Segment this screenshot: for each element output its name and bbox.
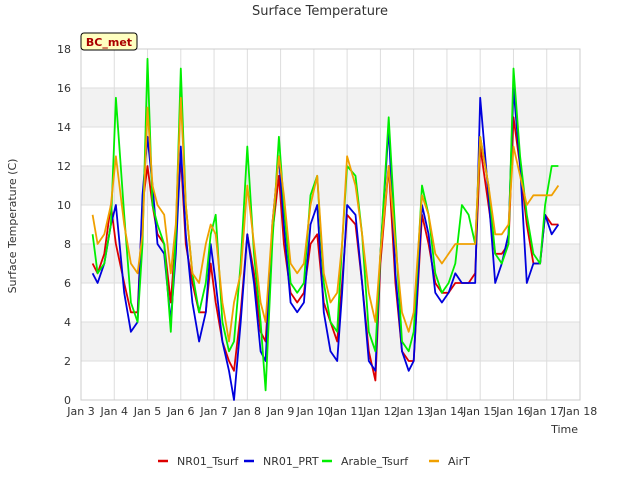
x-tick-label: Jan 15 [462,405,497,418]
y-tick-label: 18 [57,43,71,56]
x-tick-label: Jan 8 [233,405,261,418]
y-tick-label: 14 [57,121,71,134]
plot-frame [80,48,581,401]
station-badge: BC_met [80,32,138,51]
background-band [81,166,580,205]
y-tick-label: 10 [57,199,71,212]
y-tick-label: 4 [64,316,71,329]
legend: NR01_Tsurf NR01_PRT Arable_Tsurf AirT [158,455,470,468]
x-tick-label: Jan 14 [429,405,464,418]
x-tick-label: Jan 13 [395,405,430,418]
legend-item-airt: AirT [429,455,470,468]
legend-item-nr01-tsurf: NR01_Tsurf [158,455,239,468]
y-tick-label: 0 [64,394,71,407]
x-tick-label: Jan 5 [133,405,161,418]
x-axis-label: Time [550,423,578,436]
station-badge-label: BC_met [86,36,132,49]
x-tick-label: Jan 17 [529,405,564,418]
x-tick-label: Jan 9 [266,405,294,418]
y-tick-label: 2 [64,355,71,368]
x-tick-label: Jan 7 [199,405,227,418]
y-tick-label: 6 [64,277,71,290]
series-layer [91,57,560,401]
y-tick-label: 16 [57,82,71,95]
x-axis-ticks: Jan 3 Jan 4 Jan 5 Jan 6 Jan 7 Jan 8 Jan 9 Jan 1… [66,405,597,418]
legend-label: NR01_PRT [263,455,319,468]
x-tick-label: Jan 6 [166,405,194,418]
background-bands [81,88,580,361]
y-axis-ticks: 0 2 4 6 8 10 12 14 16 18 [57,43,71,407]
x-tick-label: Jan 4 [100,405,128,418]
x-tick-label: Jan 11 [329,405,364,418]
legend-item-arable-tsurf: Arable_Tsurf [322,455,409,468]
series-line-airt [91,96,560,343]
x-tick-label: Jan 3 [66,405,94,418]
legend-label: Arable_Tsurf [341,455,409,468]
y-tick-label: 8 [64,238,71,251]
x-tick-label: Jan 10 [296,405,331,418]
x-tick-label: Jan 16 [495,405,530,418]
legend-item-nr01-prt: NR01_PRT [244,455,319,468]
x-tick-label: Jan 18 [562,405,597,418]
legend-label: NR01_Tsurf [177,455,239,468]
y-tick-label: 12 [57,160,71,173]
chart-title: Surface Temperature [252,4,388,19]
y-axis-label: Surface Temperature (C) [6,159,19,294]
background-band [81,88,580,127]
legend-label: AirT [448,455,470,468]
background-band [81,322,580,361]
x-tick-label: Jan 12 [362,405,397,418]
